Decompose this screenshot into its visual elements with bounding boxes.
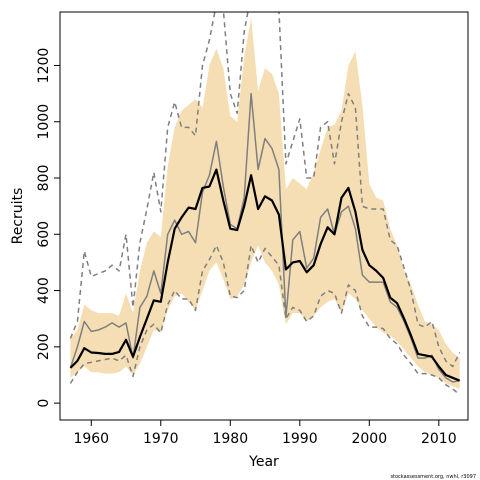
y-axis-title: Recruits (10, 188, 26, 245)
x-tick-label: 2010 (421, 431, 457, 447)
x-tick-label: 1990 (282, 431, 318, 447)
y-tick-label: 0 (36, 399, 52, 408)
y-tick-label: 200 (36, 333, 52, 360)
x-tick-label: 1980 (212, 431, 248, 447)
series-line-alt-estimate (69, 92, 460, 383)
axes: 1960 1970 1980 1990 2000 2010 0 200 400 600 800 100… (36, 48, 457, 447)
confidence-band (70, 17, 460, 389)
y-tick-label: 400 (36, 277, 52, 304)
y-tick-label: 1200 (36, 48, 52, 84)
series-line-alt-bound-3 (69, 244, 461, 396)
series-line-estimate (69, 168, 461, 382)
x-tick-label: 1960 (73, 431, 109, 447)
x-axis-title: Year (248, 454, 279, 470)
plot-area (69, 12, 461, 396)
y-tick-label: 1000 (36, 104, 52, 140)
credit-text: stockassessment.org, nwhl, r3097 (390, 474, 476, 480)
x-tick-label: 1970 (143, 431, 179, 447)
x-tick-label: 2000 (351, 431, 387, 447)
series-line-alt-bound-4 (69, 12, 461, 368)
plot-frame (59, 11, 469, 421)
y-tick-label: 800 (36, 165, 52, 192)
y-tick-label: 600 (36, 221, 52, 248)
